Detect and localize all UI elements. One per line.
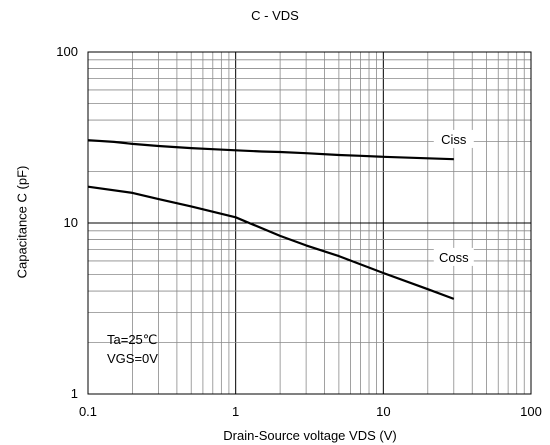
series-labels: Ciss Coss bbox=[433, 129, 474, 266]
x-tick-label: 1 bbox=[232, 404, 239, 419]
y-tick-label: 10 bbox=[64, 215, 78, 230]
annotation-temperature: Ta=25℃ bbox=[107, 332, 158, 347]
series-line-ciss bbox=[87, 139, 454, 161]
y-tick-label: 100 bbox=[56, 44, 78, 59]
annotation-vgs: VGS=0V bbox=[107, 351, 158, 366]
grid bbox=[88, 52, 531, 394]
x-tick-label: 0.1 bbox=[79, 404, 97, 419]
chart-title: C - VDS bbox=[251, 8, 299, 23]
x-tick-label: 10 bbox=[376, 404, 390, 419]
plot-border bbox=[87, 51, 532, 395]
series-label-background bbox=[433, 247, 474, 266]
series-label-background bbox=[433, 129, 474, 148]
series-label-ciss: Ciss bbox=[441, 132, 467, 147]
series-label-coss: Coss bbox=[439, 250, 469, 265]
x-axis-label: Drain-Source voltage VDS (V) bbox=[223, 428, 397, 443]
x-tick-label: 100 bbox=[520, 404, 542, 419]
series-lines bbox=[87, 139, 455, 300]
y-axis-label: Capacitance C (pF) bbox=[14, 165, 30, 279]
series-line-coss bbox=[87, 185, 455, 300]
y-tick-label: 1 bbox=[71, 386, 78, 401]
